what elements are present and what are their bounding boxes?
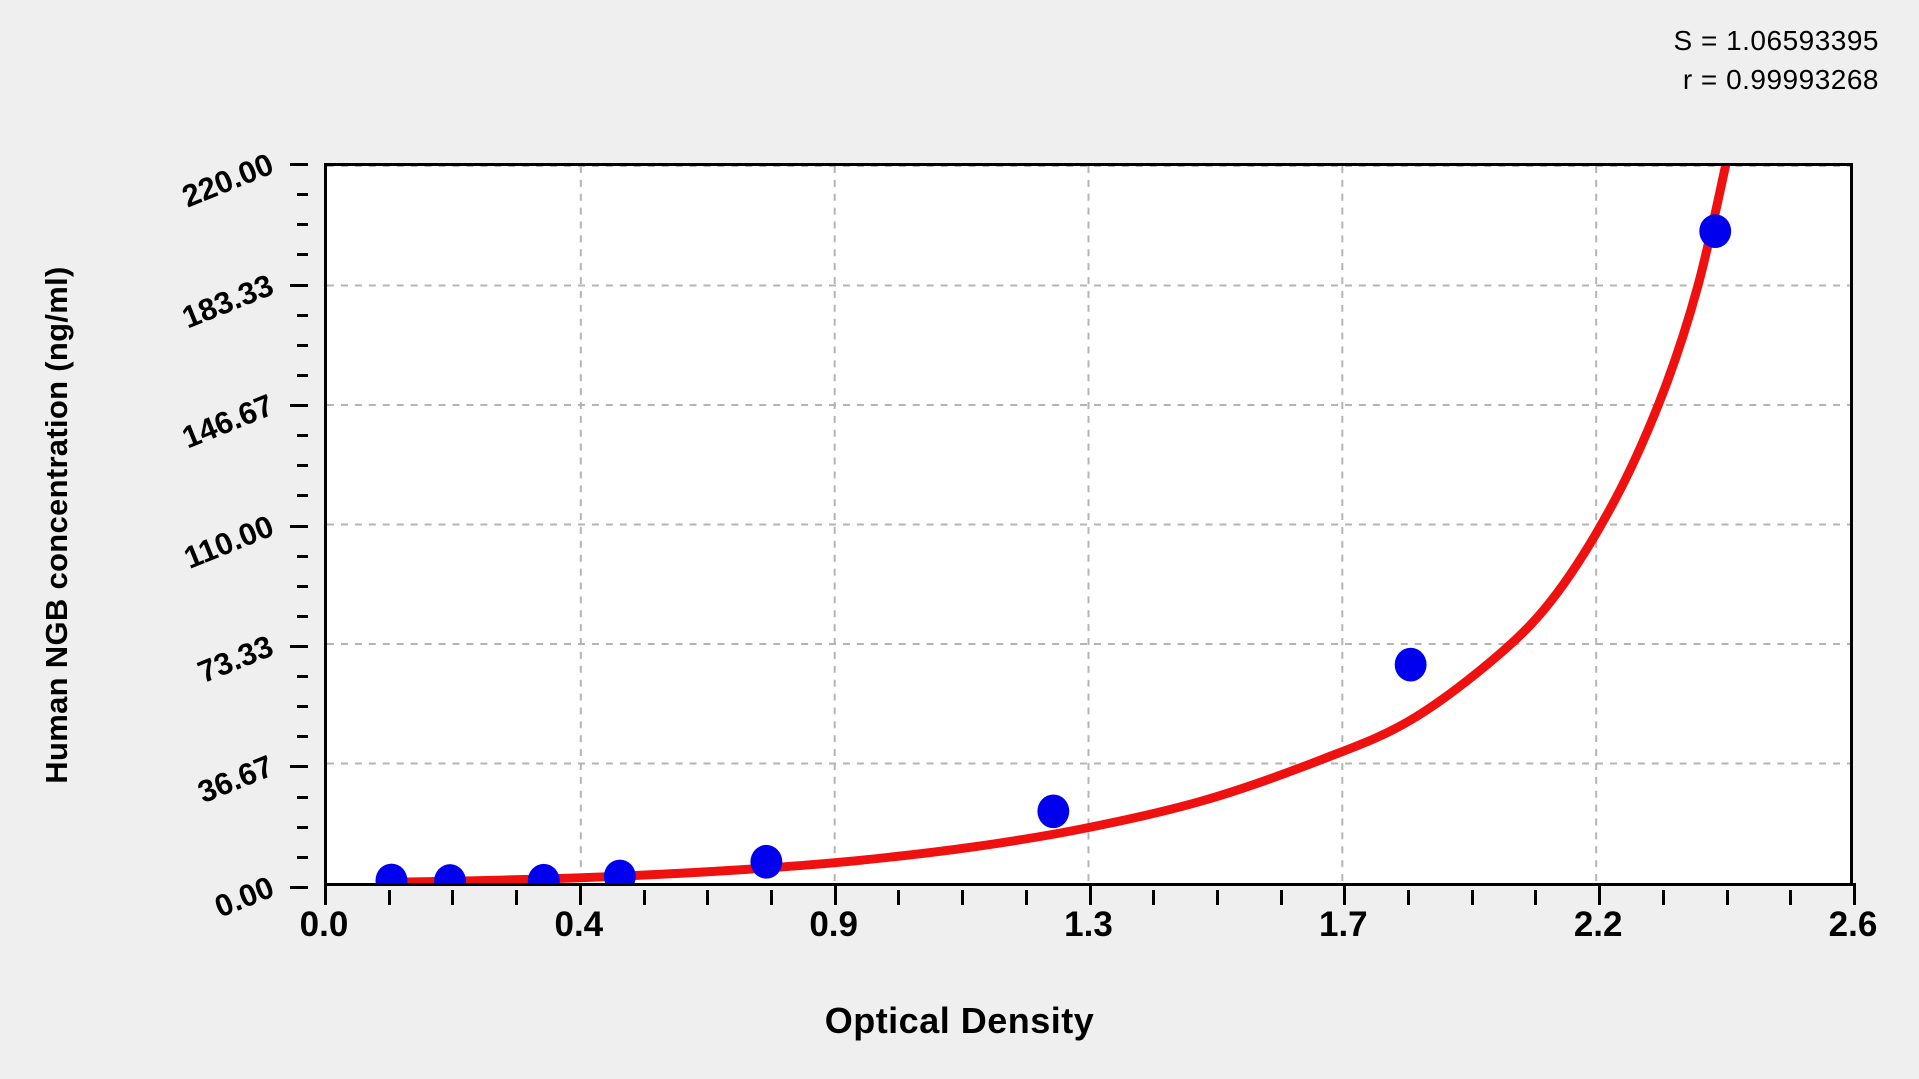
x-axis-minor-tick <box>961 890 965 905</box>
y-axis-minor-tick <box>297 434 308 438</box>
y-axis-minor-tick <box>297 795 308 799</box>
x-axis-tick-label: 1.3 <box>1064 905 1113 944</box>
x-axis-tick-label: 0.4 <box>554 905 604 944</box>
x-axis-tick-labels: 0.0 0.4 0.9 1.3 1.7 2.2 2.6 <box>300 883 1877 955</box>
y-axis-tick-label: 220.00 <box>177 146 279 215</box>
y-axis-tick <box>290 283 308 287</box>
y-axis-minor-tick <box>297 735 308 739</box>
x-axis-minor-tick <box>769 890 773 905</box>
x-axis-minor-tick <box>1789 890 1793 905</box>
data-point <box>1037 794 1070 829</box>
x-axis-tick <box>1343 883 1347 905</box>
x-axis-minor-tick <box>1024 890 1028 905</box>
y-axis-minor-tick <box>297 705 308 709</box>
y-axis-minor-tick <box>297 193 308 197</box>
x-axis-minor-tick <box>706 890 710 905</box>
y-axis-tick-label: 183.33 <box>177 266 279 335</box>
y-axis-tick <box>290 765 308 769</box>
y-axis-minor-tick <box>297 253 308 257</box>
plot-area <box>324 163 1853 886</box>
plot-graphics <box>327 166 1850 883</box>
y-axis-tick <box>290 163 308 166</box>
x-axis-minor-tick <box>515 890 519 905</box>
x-axis-minor-tick <box>1534 890 1538 905</box>
data-point <box>375 863 408 883</box>
y-axis-tick-label: 0.00 <box>209 869 279 925</box>
y-axis-tick-label: 36.67 <box>193 748 279 811</box>
x-axis-minor-tick <box>1152 890 1156 905</box>
x-axis-tick-label: 0.0 <box>299 905 349 944</box>
correlation-annotation: r = 0.99993268 <box>1682 63 1879 95</box>
y-axis-tick-label: 110.00 <box>178 507 279 576</box>
data-point <box>603 859 636 883</box>
x-axis-tick <box>1853 883 1856 905</box>
x-axis-tick <box>1598 883 1602 905</box>
gridlines <box>327 166 1850 883</box>
data-point <box>1699 214 1732 249</box>
x-axis-tick <box>324 883 327 905</box>
y-axis-tick-labels: 0.00 36.67 73.33 110.00 146.67 183.33 220.00 <box>0 146 308 924</box>
y-axis-minor-tick <box>297 855 308 859</box>
y-axis-minor-tick <box>297 825 308 829</box>
y-axis-minor-tick <box>297 343 308 347</box>
data-points <box>375 214 1732 883</box>
x-axis-minor-tick <box>1661 890 1665 905</box>
y-axis-tick-label: 73.33 <box>193 628 279 690</box>
y-axis-minor-tick <box>297 223 308 227</box>
x-axis-minor-tick <box>897 890 901 905</box>
data-point <box>527 863 560 883</box>
x-axis-tick-label: 1.7 <box>1318 905 1368 944</box>
y-axis-minor-tick <box>297 554 308 558</box>
x-axis-minor-tick <box>1215 890 1219 905</box>
data-point <box>434 864 466 883</box>
y-axis-tick <box>290 403 308 407</box>
x-axis-tick <box>578 883 582 905</box>
data-point <box>1394 647 1427 682</box>
y-axis-minor-tick <box>297 675 308 679</box>
x-axis-tick-label: 0.9 <box>809 905 858 944</box>
x-axis-minor-tick <box>1725 890 1729 905</box>
x-axis-tick <box>833 883 837 905</box>
x-axis-minor-tick <box>642 890 646 905</box>
x-axis-minor-tick <box>1279 890 1283 905</box>
y-axis-minor-tick <box>297 313 308 317</box>
y-axis-minor-tick <box>297 494 308 498</box>
x-axis-minor-tick <box>387 890 391 905</box>
y-axis-tick-label: 146.67 <box>177 387 279 456</box>
x-axis-title: Optical Density <box>824 1000 1095 1041</box>
y-axis-tick <box>290 524 308 528</box>
y-axis-minor-tick <box>297 464 308 468</box>
x-axis-tick <box>1088 883 1092 905</box>
x-axis-minor-tick <box>1407 890 1411 905</box>
fit-statistics: S = 1.06593395 r = 0.99993268 <box>1673 22 1879 99</box>
data-point <box>750 844 783 879</box>
y-axis-tick <box>290 645 308 648</box>
slope-annotation: S = 1.06593395 <box>1673 25 1879 56</box>
x-axis-minor-tick <box>451 890 455 905</box>
y-axis-minor-tick <box>297 584 308 588</box>
y-axis-minor-tick <box>297 373 308 377</box>
x-axis-tick-label: 2.6 <box>1828 905 1878 944</box>
y-axis-minor-tick <box>297 614 308 618</box>
fitted-curve <box>381 166 1731 883</box>
x-axis-minor-tick <box>1470 890 1474 905</box>
x-axis-tick-label: 2.2 <box>1573 905 1623 944</box>
y-axis-tick <box>290 886 308 889</box>
